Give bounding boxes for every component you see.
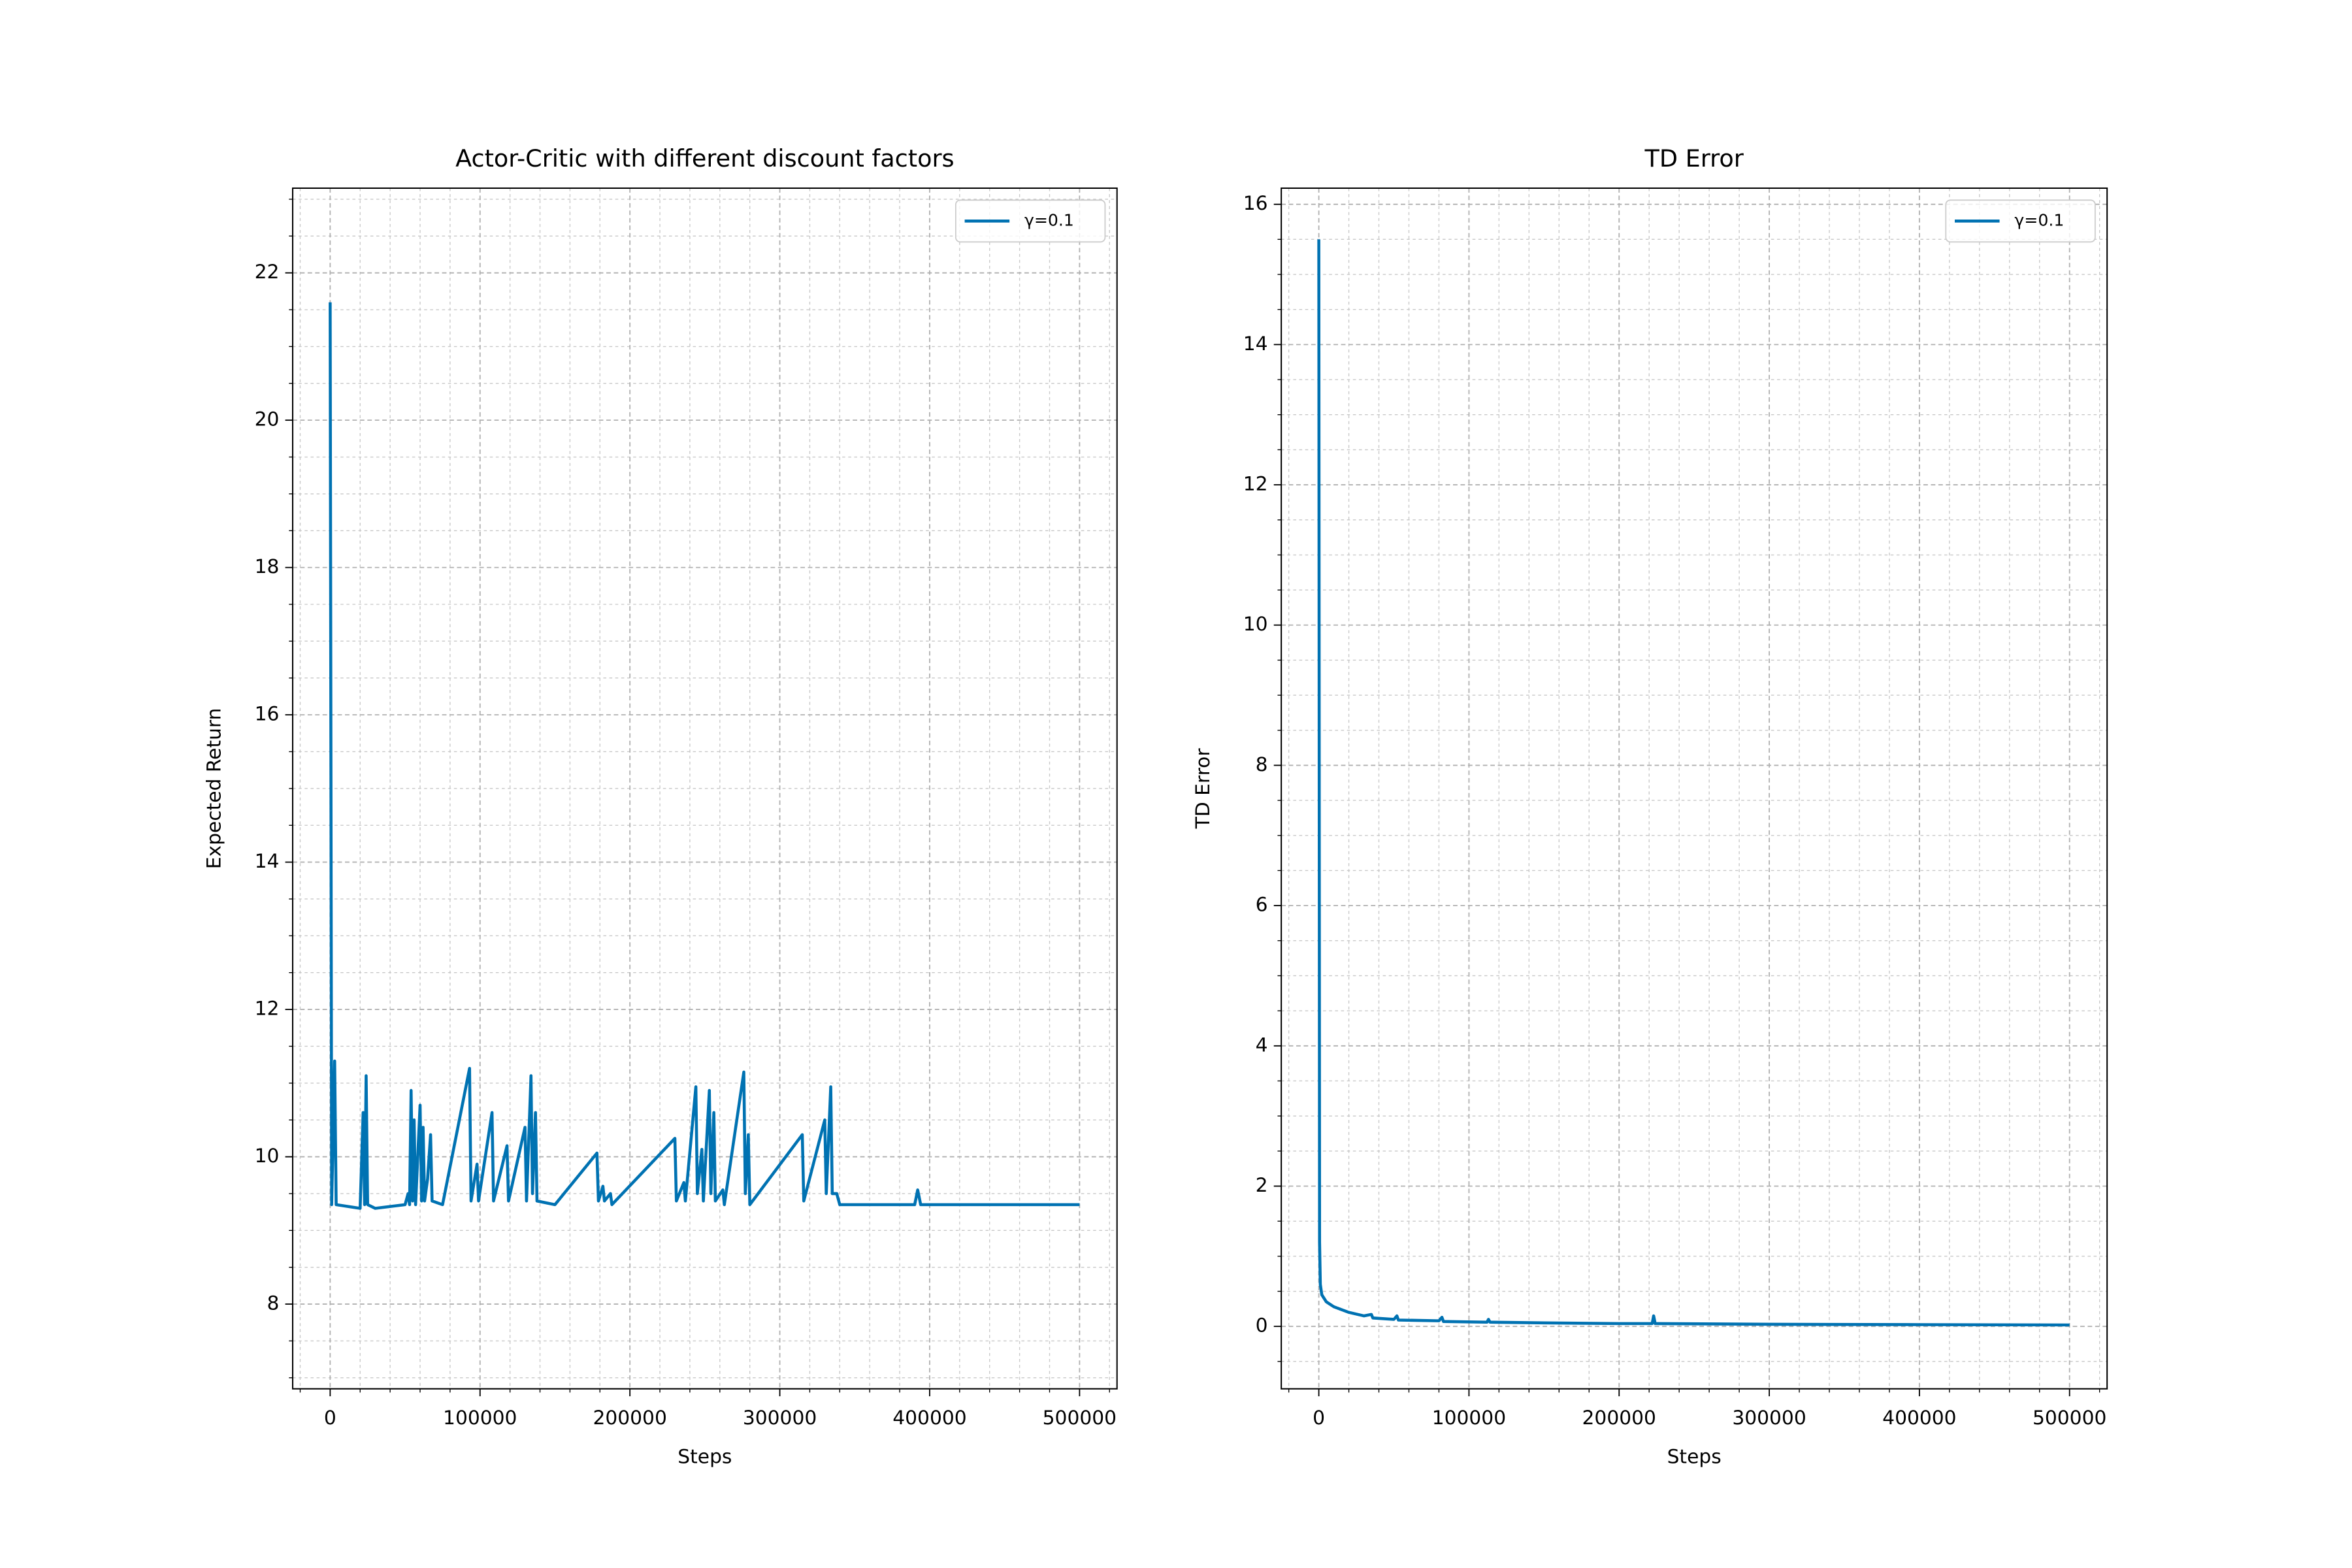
x-tick-label: 500000 bbox=[1043, 1407, 1117, 1429]
y-tick-label: 12 bbox=[1243, 473, 1268, 496]
y-tick-label: 18 bbox=[255, 555, 280, 578]
y-tick-label: 8 bbox=[267, 1292, 280, 1315]
y-tick-label: 22 bbox=[255, 261, 280, 284]
chart-panel: 0 100000 200000 300000 400000 500000 0 2 4 6 8 10 12… bbox=[1192, 144, 2108, 1468]
y-tick-label: 14 bbox=[1243, 333, 1268, 355]
legend-label: γ=0.1 bbox=[1024, 210, 1074, 229]
data-line bbox=[329, 302, 1080, 1210]
y-tick-label: 10 bbox=[255, 1145, 280, 1168]
x-tick-label: 100000 bbox=[443, 1407, 517, 1429]
y-tick-label: 14 bbox=[255, 850, 280, 873]
legend-box bbox=[1945, 199, 2096, 243]
chart-title: Actor-Critic with different discount fac… bbox=[455, 144, 954, 172]
y-tick-label: 0 bbox=[1256, 1315, 1268, 1337]
x-tick-label: 400000 bbox=[892, 1407, 966, 1429]
y-tick-label: 6 bbox=[1256, 894, 1268, 917]
y-tick-label: 10 bbox=[1243, 613, 1268, 636]
y-tick-label: 8 bbox=[1256, 753, 1268, 776]
x-axis-label: Steps bbox=[678, 1445, 732, 1468]
y-axis-label: TD Error bbox=[1192, 748, 1215, 830]
x-tick-label: 300000 bbox=[1732, 1407, 1806, 1429]
x-tick-label: 400000 bbox=[1882, 1407, 1956, 1429]
chart-title: TD Error bbox=[1644, 144, 1744, 172]
y-tick-label: 20 bbox=[255, 408, 280, 431]
y-tick-label: 16 bbox=[1243, 192, 1268, 215]
axes-frame bbox=[291, 187, 1118, 1390]
x-tick-label: 200000 bbox=[1582, 1407, 1656, 1429]
axes-frame bbox=[1281, 187, 2108, 1390]
legend-label: γ=0.1 bbox=[2014, 210, 2064, 229]
y-tick-label: 2 bbox=[1256, 1174, 1268, 1197]
y-axis-label: Expected Return bbox=[203, 708, 226, 870]
x-tick-label: 0 bbox=[1313, 1407, 1325, 1429]
x-tick-label: 100000 bbox=[1432, 1407, 1506, 1429]
data-line bbox=[1317, 239, 2070, 1327]
chart-panel: 0 100000 200000 300000 400000 500000 8 10 12 14 16… bbox=[203, 144, 1118, 1468]
x-tick-label: 500000 bbox=[2033, 1407, 2106, 1429]
y-tick-label: 16 bbox=[255, 703, 280, 726]
x-tick-label: 200000 bbox=[593, 1407, 666, 1429]
x-tick-label: 300000 bbox=[743, 1407, 817, 1429]
legend-box bbox=[955, 199, 1106, 243]
x-axis-label: Steps bbox=[1667, 1445, 1722, 1468]
y-tick-label: 12 bbox=[255, 998, 280, 1021]
y-tick-label: 4 bbox=[1256, 1034, 1268, 1056]
x-tick-label: 0 bbox=[324, 1407, 336, 1429]
